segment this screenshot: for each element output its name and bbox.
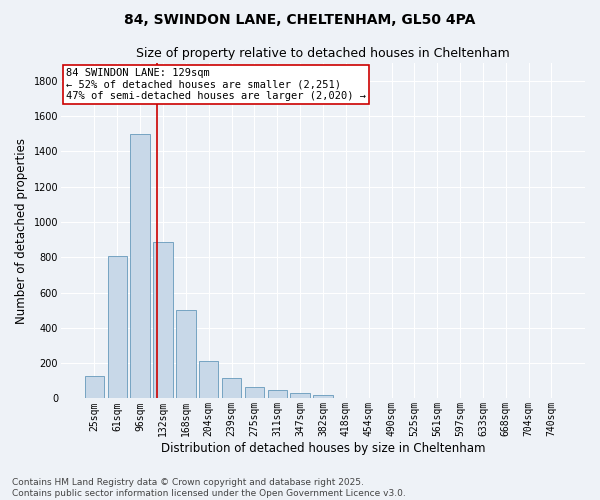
Text: Contains HM Land Registry data © Crown copyright and database right 2025.
Contai: Contains HM Land Registry data © Crown c…	[12, 478, 406, 498]
Bar	[130, 134, 150, 398]
Bar	[154, 242, 173, 398]
Title: Size of property relative to detached houses in Cheltenham: Size of property relative to detached ho…	[136, 48, 510, 60]
Bar	[222, 378, 241, 398]
Text: 84, SWINDON LANE, CHELTENHAM, GL50 4PA: 84, SWINDON LANE, CHELTENHAM, GL50 4PA	[124, 12, 476, 26]
Bar	[176, 310, 196, 398]
Bar	[107, 256, 127, 398]
Text: 84 SWINDON LANE: 129sqm
← 52% of detached houses are smaller (2,251)
47% of semi: 84 SWINDON LANE: 129sqm ← 52% of detache…	[66, 68, 366, 102]
Bar	[313, 395, 332, 398]
Y-axis label: Number of detached properties: Number of detached properties	[15, 138, 28, 324]
X-axis label: Distribution of detached houses by size in Cheltenham: Distribution of detached houses by size …	[161, 442, 485, 455]
Bar	[268, 390, 287, 398]
Bar	[290, 393, 310, 398]
Bar	[85, 376, 104, 398]
Bar	[199, 362, 218, 399]
Bar	[245, 387, 264, 398]
